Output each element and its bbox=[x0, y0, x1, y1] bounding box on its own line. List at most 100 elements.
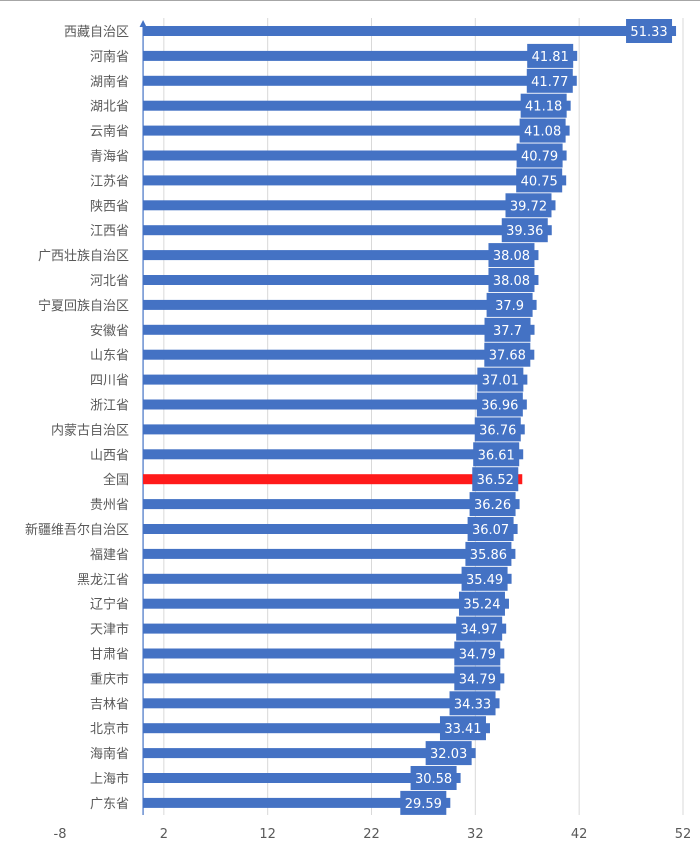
category-label: 广西壮族自治区 bbox=[38, 248, 129, 264]
bar bbox=[143, 75, 577, 86]
data-label: 51.33 bbox=[630, 25, 667, 40]
data-label-box bbox=[486, 292, 533, 317]
bar bbox=[143, 499, 520, 510]
bar bbox=[143, 449, 524, 460]
data-label: 36.96 bbox=[481, 399, 518, 414]
category-label: 江西省 bbox=[90, 224, 129, 239]
bar bbox=[143, 748, 476, 759]
x-tick-label: 52 bbox=[675, 827, 692, 842]
data-label: 37.01 bbox=[482, 374, 519, 389]
data-label-box bbox=[458, 591, 505, 616]
data-label: 41.08 bbox=[524, 125, 561, 140]
data-label: 32.03 bbox=[430, 747, 467, 762]
category-label: 内蒙古自治区 bbox=[51, 422, 129, 438]
data-label: 34.33 bbox=[454, 697, 491, 712]
bar bbox=[143, 299, 537, 310]
bar bbox=[143, 399, 527, 410]
x-tick-label: 2 bbox=[160, 827, 168, 842]
data-label-box bbox=[476, 392, 523, 417]
data-label-box bbox=[488, 268, 535, 292]
category-label: 四川省 bbox=[90, 374, 129, 389]
category-label: 北京市 bbox=[90, 721, 129, 737]
data-label: 37.7 bbox=[493, 324, 522, 339]
data-label: 41.18 bbox=[525, 100, 562, 115]
category-label: 黑龙江省 bbox=[77, 573, 129, 588]
data-label-box bbox=[400, 790, 447, 815]
data-label: 35.86 bbox=[470, 548, 507, 563]
data-label-box bbox=[439, 716, 486, 741]
data-label: 33.41 bbox=[444, 722, 481, 737]
bar bbox=[143, 324, 535, 335]
data-label: 36.52 bbox=[477, 473, 514, 488]
data-label: 39.72 bbox=[510, 199, 547, 214]
data-label: 37.9 bbox=[495, 299, 524, 314]
bar bbox=[143, 548, 516, 559]
data-label: 30.58 bbox=[415, 772, 452, 787]
data-label-box bbox=[477, 367, 524, 392]
category-label: 青海省 bbox=[90, 150, 129, 165]
x-tick-label: 22 bbox=[363, 827, 380, 842]
x-tick-label: 12 bbox=[259, 827, 276, 842]
data-label-box bbox=[520, 93, 567, 118]
bar bbox=[143, 673, 505, 684]
category-label: 上海市 bbox=[90, 771, 129, 787]
bar bbox=[143, 175, 567, 186]
data-label: 38.08 bbox=[493, 249, 530, 264]
category-label: 辽宁省 bbox=[90, 597, 129, 613]
bar bbox=[143, 797, 451, 808]
data-label-box bbox=[516, 168, 563, 193]
category-label: 全国 bbox=[103, 472, 129, 488]
data-label: 35.49 bbox=[466, 573, 503, 588]
data-label: 40.79 bbox=[521, 150, 558, 165]
category-label: 广东省 bbox=[90, 797, 129, 812]
data-label-box bbox=[473, 442, 520, 467]
data-label-box bbox=[425, 741, 472, 766]
category-label: 河南省 bbox=[90, 49, 129, 65]
data-label-box bbox=[454, 641, 501, 666]
category-label: 陕西省 bbox=[90, 199, 129, 214]
x-tick-label: -8 bbox=[54, 827, 67, 842]
category-label: 重庆市 bbox=[90, 671, 129, 687]
category-label: 西藏自治区 bbox=[64, 25, 129, 40]
data-label-box bbox=[449, 691, 496, 716]
axis-arrow-icon bbox=[139, 20, 147, 27]
bar bbox=[143, 524, 518, 534]
bar bbox=[143, 26, 677, 36]
bar bbox=[143, 648, 505, 659]
category-label: 山西省 bbox=[90, 448, 129, 463]
data-label-box bbox=[469, 492, 516, 517]
data-label: 36.07 bbox=[472, 523, 509, 538]
bar bbox=[143, 424, 525, 435]
data-label: 36.26 bbox=[474, 498, 511, 513]
category-label: 宁夏回族自治区 bbox=[38, 298, 129, 314]
data-label-box bbox=[467, 517, 514, 541]
data-label-box bbox=[626, 19, 673, 43]
top-border bbox=[0, 0, 700, 1]
data-label: 29.59 bbox=[405, 797, 442, 812]
data-label-box bbox=[472, 467, 519, 492]
data-label-box bbox=[484, 342, 531, 367]
category-label: 云南省 bbox=[90, 124, 129, 140]
data-label-box bbox=[526, 68, 573, 93]
category-label: 贵州省 bbox=[90, 498, 129, 513]
data-label: 35.24 bbox=[463, 598, 500, 613]
bar bbox=[143, 250, 539, 261]
data-label-box bbox=[456, 616, 503, 641]
bar bbox=[143, 723, 490, 734]
data-label: 37.68 bbox=[489, 349, 526, 364]
bar bbox=[143, 150, 567, 161]
category-label: 湖南省 bbox=[90, 74, 129, 90]
data-label-box bbox=[465, 541, 512, 566]
category-label: 河北省 bbox=[90, 274, 129, 289]
bar bbox=[143, 598, 509, 609]
bar bbox=[143, 474, 523, 485]
bar bbox=[143, 573, 512, 584]
data-label: 40.75 bbox=[521, 174, 558, 189]
category-label: 天津市 bbox=[90, 622, 129, 638]
category-label: 甘肃省 bbox=[90, 648, 129, 663]
data-label-box bbox=[484, 317, 531, 342]
data-label: 38.08 bbox=[493, 274, 530, 289]
category-label: 福建省 bbox=[90, 548, 129, 563]
data-label-box bbox=[527, 43, 574, 68]
